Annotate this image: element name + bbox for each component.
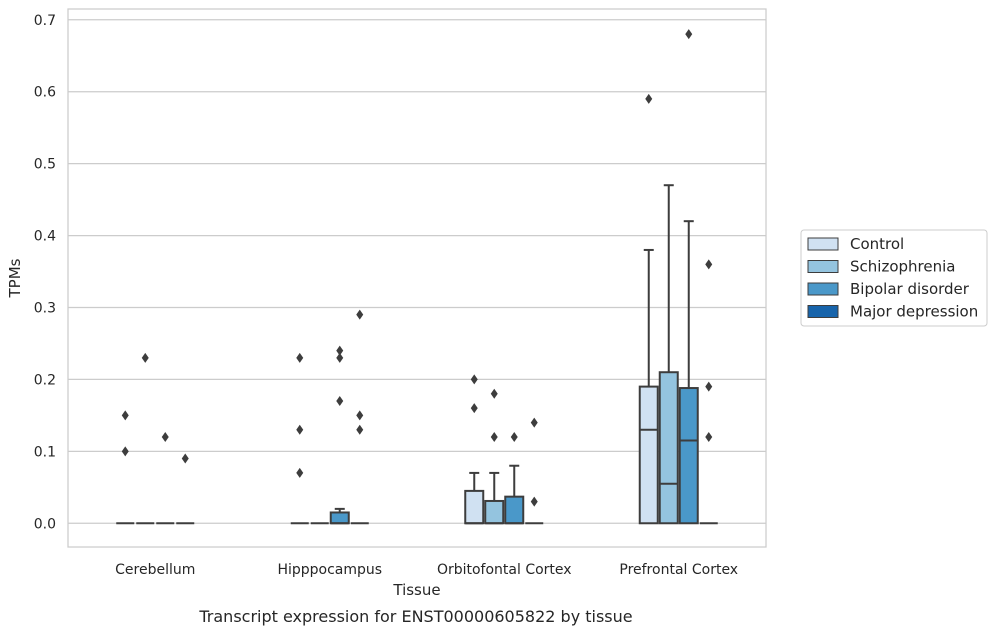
box-group: [350, 309, 369, 525]
legend-label: Schizophrenia: [850, 258, 955, 276]
y-tick-label: 0.1: [34, 444, 56, 460]
box-group: [504, 431, 525, 525]
box-group: [290, 352, 309, 525]
box-group: [678, 29, 699, 525]
box: [678, 387, 699, 525]
x-tick-label: Hipppocampus: [277, 562, 382, 578]
outlier-point: [356, 424, 364, 435]
box: [638, 385, 659, 525]
box: [329, 511, 350, 525]
outlier-point: [161, 431, 169, 442]
outlier-point: [181, 453, 189, 464]
outlier-point: [645, 93, 653, 104]
x-tick-label: Orbitofontal Cortex: [437, 562, 572, 578]
outlier-point: [705, 381, 713, 392]
outlier-point: [705, 259, 713, 270]
x-axis-title: Tissue: [392, 581, 440, 599]
y-tick-label: 0.5: [34, 157, 56, 173]
outlier-point: [336, 395, 344, 406]
box-marks: [116, 29, 718, 525]
legend-frame: [800, 229, 988, 327]
box-group: [176, 453, 195, 525]
chart-caption: Transcript expression for ENST0000060582…: [198, 607, 632, 626]
y-tick-label: 0.3: [34, 300, 56, 316]
outlier-point: [336, 352, 344, 363]
legend-swatch: [807, 282, 839, 296]
box-group: [525, 417, 544, 525]
outlier-point: [121, 446, 129, 457]
legend-label: Major depression: [850, 303, 978, 321]
legend: Control Schizophrenia Bipolar disorder Majo…: [800, 229, 988, 327]
legend-swatch: [807, 237, 839, 251]
outlier-point: [530, 496, 538, 507]
outlier-point: [121, 410, 129, 421]
outlier-point: [356, 309, 364, 320]
y-tick-label: 0.6: [34, 85, 56, 101]
box-group: [116, 410, 135, 525]
outlier-point: [490, 388, 498, 399]
box: [504, 495, 525, 525]
box-group: [638, 93, 659, 525]
outlier-point: [296, 467, 304, 478]
y-axis-title: TPMs: [6, 258, 24, 298]
x-tick-label: Prefrontal Cortex: [619, 562, 738, 578]
outlier-point: [705, 431, 713, 442]
box-group: [136, 352, 155, 525]
plot-frame: [67, 8, 767, 548]
legend-swatch: [807, 305, 839, 318]
y-tick-label: 0.7: [34, 13, 56, 29]
box-group: [699, 259, 718, 525]
box-group: [156, 431, 175, 525]
box-group: [658, 184, 679, 525]
outlier-point: [141, 352, 149, 363]
outlier-point: [490, 431, 498, 442]
box-group: [329, 345, 350, 525]
outlier-point: [470, 403, 478, 414]
grid-lines: [68, 19, 766, 524]
box-group: [484, 388, 505, 525]
outlier-point: [685, 29, 693, 40]
outlier-point: [296, 352, 304, 363]
outlier-point: [530, 417, 538, 428]
outlier-point: [470, 374, 478, 385]
box-group: [464, 374, 485, 525]
y-tick-label: 0.4: [34, 229, 56, 245]
outlier-point: [356, 410, 364, 421]
legend-label: Bipolar disorder: [850, 280, 970, 298]
outlier-point: [510, 431, 518, 442]
box: [464, 489, 485, 525]
box: [658, 371, 679, 525]
y-tick-label: 0.0: [34, 516, 56, 532]
legend-swatch: [807, 260, 839, 273]
outlier-point: [296, 424, 304, 435]
outlier-point: [336, 345, 344, 356]
legend-label: Control: [850, 235, 904, 253]
y-tick-label: 0.2: [34, 372, 56, 388]
tick-labels: 0.0 0.1 0.2 0.3 0.4 0.5 0.6 0.7 Cerebellum Hipppo…: [34, 13, 738, 578]
box: [484, 499, 505, 525]
x-tick-label: Cerebellum: [115, 562, 195, 578]
